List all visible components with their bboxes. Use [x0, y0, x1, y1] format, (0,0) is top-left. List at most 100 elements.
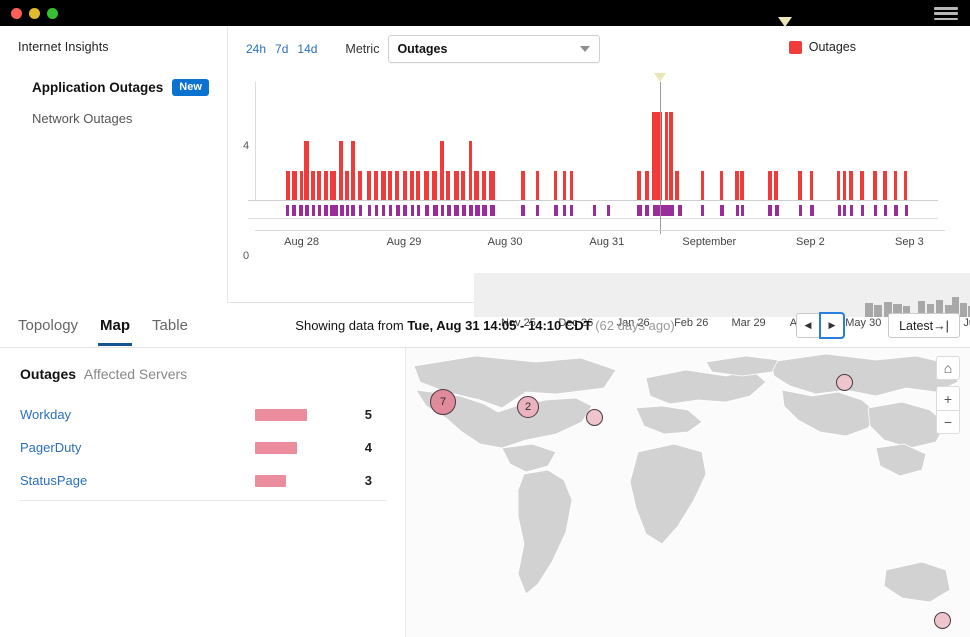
chart-x-tick-label: Sep 3 [895, 236, 924, 248]
chart-bar [740, 170, 744, 200]
metric-select[interactable]: Outages [388, 35, 601, 63]
playhead-flag-icon [654, 73, 667, 82]
range-24h[interactable]: 24h [246, 42, 267, 56]
chart-event-tick [388, 205, 393, 216]
tab-topology[interactable]: Topology [18, 317, 79, 334]
zoom-out-icon[interactable]: − [936, 410, 960, 434]
legend-label-outages: Outages [808, 40, 856, 54]
world-map [406, 348, 970, 637]
chart-event-tick [843, 205, 847, 216]
chart-event-tick [563, 205, 567, 216]
map-marker[interactable] [934, 612, 951, 629]
chart-bar [798, 170, 802, 200]
mini-timeline-bar [952, 297, 959, 317]
list-item[interactable]: Workday 5 [20, 402, 386, 427]
chart-event-tick [374, 205, 378, 216]
list-heading: Outages Affected Servers [20, 366, 405, 382]
chart-playhead[interactable] [654, 73, 667, 234]
chart-bar [535, 170, 540, 200]
map-marker[interactable] [836, 374, 853, 391]
metric-label: Metric [345, 42, 380, 56]
next-button[interactable]: ▶ [819, 312, 845, 339]
sidebar-item-application-outages[interactable]: Application Outages New [32, 76, 227, 99]
chart-bar [474, 170, 479, 200]
list-item-value: 5 [364, 407, 372, 422]
time-nav-buttons: ◀ ▶ [796, 312, 845, 339]
map-marker[interactable]: 2 [517, 396, 539, 418]
chart-event-tick [810, 205, 814, 216]
mini-timeline-bar [960, 303, 968, 317]
chart-bar [669, 111, 674, 200]
chart-bar [395, 170, 400, 200]
mini-playhead-flag-icon [778, 17, 792, 27]
window-titlebar [0, 0, 970, 26]
chart-event-tick [382, 205, 386, 216]
chart-bar [317, 170, 321, 200]
tab-table[interactable]: Table [152, 317, 188, 334]
chart-bar [286, 170, 291, 200]
chart-event-tick [482, 205, 487, 216]
map-controls: ⌂ + − [936, 356, 960, 434]
chart-bar [860, 170, 864, 200]
map-marker[interactable]: 7 [430, 389, 456, 415]
close-icon[interactable] [11, 7, 22, 19]
chart-event-tick [440, 205, 445, 216]
mini-timeline[interactable] [474, 273, 970, 317]
chart-bar [842, 170, 846, 200]
outages-list-panel: Outages Affected Servers Workday 5 PagerDu… [0, 348, 406, 637]
list-item-name[interactable]: Workday [20, 407, 72, 422]
list-item[interactable]: StatusPage 3 [20, 468, 386, 493]
chart-bar [453, 170, 459, 200]
map-marker[interactable] [586, 409, 603, 426]
chart-bar [652, 111, 663, 200]
chart-bar [402, 170, 408, 200]
list-item-name[interactable]: PagerDuty [20, 440, 82, 455]
latest-button[interactable]: Latest→| [888, 313, 960, 338]
chart-event-tick [593, 205, 597, 216]
mini-timeline-tick-label: Mar 29 [731, 317, 766, 329]
maximize-icon[interactable] [47, 7, 58, 19]
home-icon[interactable]: ⌂ [936, 356, 960, 380]
zoom-in-icon[interactable]: + [936, 386, 960, 410]
range-7d[interactable]: 7d [275, 42, 289, 56]
chart-bar [562, 170, 567, 200]
chart-event-tick [425, 205, 430, 216]
prev-button[interactable]: ◀ [796, 313, 820, 338]
hamburger-icon[interactable] [934, 7, 958, 20]
y-axis-tick-min: 0 [243, 250, 250, 262]
chart-x-tick-label: Aug 30 [487, 236, 523, 248]
chart-event-tick [403, 205, 408, 216]
chart-bar [719, 170, 724, 200]
tab-map[interactable]: Map [98, 305, 133, 346]
map-panel[interactable]: ⌂ + − 7 2 [406, 348, 970, 637]
chart-bar [883, 170, 887, 200]
chart-event-tick [837, 205, 841, 216]
sidebar-item-network-outages[interactable]: Network Outages [32, 111, 133, 126]
chart-bar [329, 170, 337, 200]
chart-event-tick [461, 205, 467, 216]
chart-bar [367, 170, 371, 200]
list-item-name[interactable]: StatusPage [20, 473, 88, 488]
range-14d[interactable]: 14d [297, 42, 318, 56]
chart-event-tick [535, 205, 540, 216]
chart-bar [299, 170, 304, 200]
minimize-icon[interactable] [29, 7, 40, 19]
list-item-value: 4 [364, 440, 372, 455]
chart-event-tick [285, 205, 290, 216]
list-item[interactable]: PagerDuty 4 [20, 435, 386, 460]
chart-bar [700, 170, 705, 200]
chart-event-tick [469, 205, 473, 216]
chart-event-tick [299, 205, 303, 216]
mini-timeline-tick-label: May 30 [845, 317, 882, 329]
chart-bar [311, 170, 316, 200]
chart-event-tick [798, 205, 803, 216]
chart-event-tick [554, 205, 558, 216]
chart-event-tick [367, 205, 372, 216]
chart-event-tick [606, 205, 611, 216]
chart-bar [554, 170, 558, 200]
chart-event-tick [446, 205, 452, 216]
outages-chart[interactable]: 4 0 Aug 28 Aug 29 Aug 30 Aug 31 September Sep… [238, 72, 970, 262]
list-item-bar [255, 441, 297, 454]
chart-bar [774, 170, 779, 200]
